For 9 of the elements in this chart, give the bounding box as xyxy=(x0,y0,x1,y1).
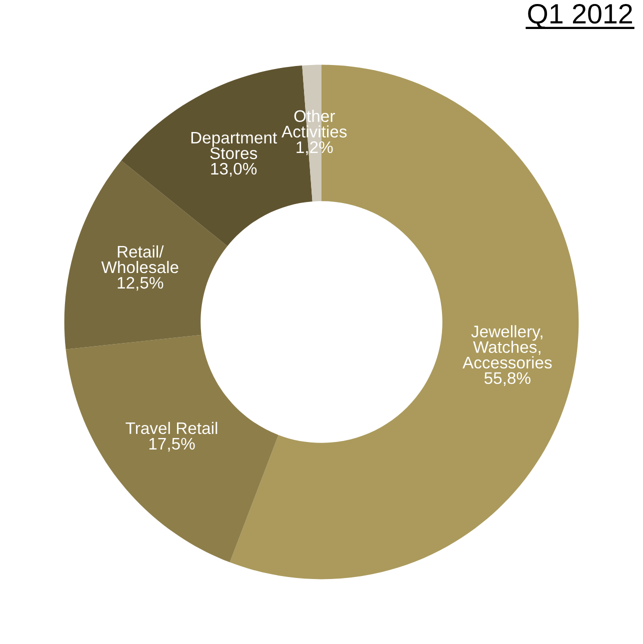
slice-label: Department Stores xyxy=(191,132,277,160)
slice-label: Retail/ Wholesale xyxy=(101,245,178,274)
slice-label: Jewellery, Watches, Accessories xyxy=(462,325,552,368)
data-label: 17,5% xyxy=(149,438,195,452)
data-label: 13,0% xyxy=(211,162,257,177)
data-label: 55,8% xyxy=(484,372,530,386)
data-label: 12,5% xyxy=(118,276,164,291)
slice-label: Travel Retail xyxy=(126,422,218,434)
chart-title: Q1 2012 xyxy=(528,4,632,29)
